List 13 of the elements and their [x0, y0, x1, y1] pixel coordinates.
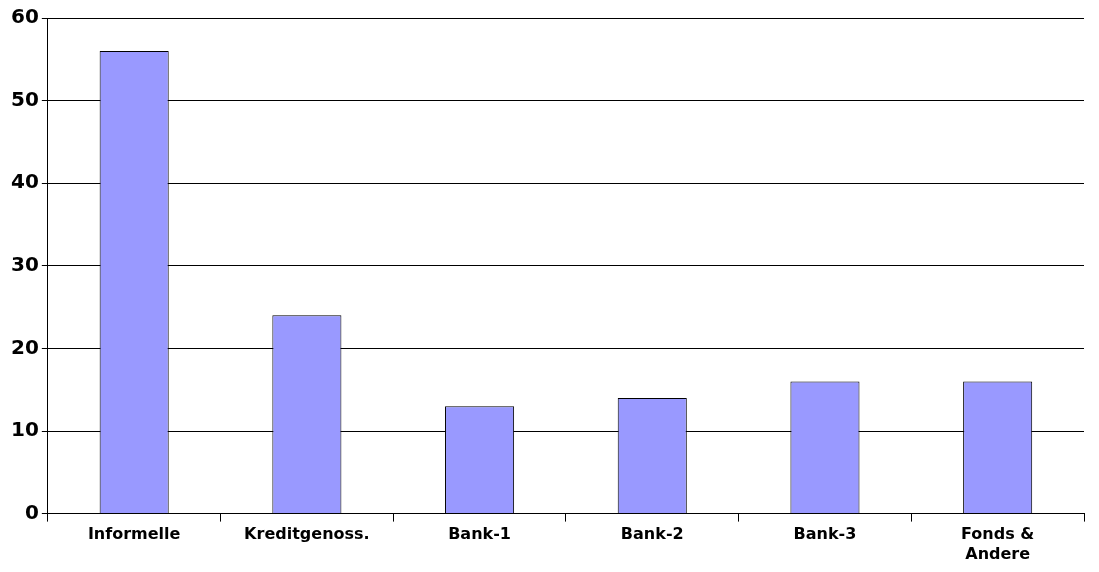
x-tick-label: Kreditgenoss. — [244, 524, 370, 544]
x-tick-label: Informelle — [87, 524, 181, 544]
x-tick-label: Bank-2 — [620, 524, 684, 544]
x-tick-label: Bank-3 — [793, 524, 857, 544]
y-tick-label: 60 — [10, 4, 39, 29]
x-tick-label: Bank-1 — [448, 524, 511, 544]
x-tick-label: Fonds & Andere — [961, 524, 1035, 563]
y-tick-label: 0 — [24, 499, 39, 524]
y-tick-label: 20 — [10, 334, 39, 359]
y-tick-label: 50 — [10, 86, 39, 111]
y-tick-label: 30 — [10, 252, 39, 276]
y-tick-label: 40 — [10, 169, 39, 194]
y-tick-label: 10 — [10, 417, 39, 442]
